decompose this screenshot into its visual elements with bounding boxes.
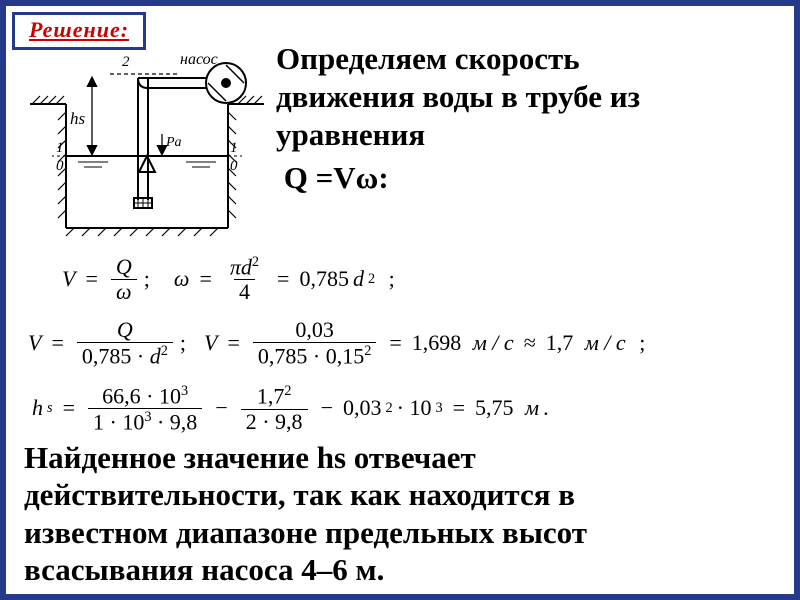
fraction: 66,6 · 103 1 · 103 · 9,8 xyxy=(88,383,202,435)
heading-line: уравнения xyxy=(276,116,780,154)
conclusion-text: Найденное значение hs отвечает действите… xyxy=(24,439,780,588)
fraction: Q 0,785 · d2 xyxy=(77,318,173,368)
footer-line: известном диапазоне предельных высот xyxy=(24,514,780,551)
eq-row-1: V= Q ω ; ω= πd2 4 = 0,785d2 ; xyxy=(62,254,774,304)
fraction: πd2 4 xyxy=(225,254,264,304)
footer-line: всасывания насоса 4–6 м. xyxy=(24,551,780,588)
equations: V= Q ω ; ω= πd2 4 = 0,785d2 ; V= Q 0,785… xyxy=(62,254,774,442)
eq-row-3: hs= 66,6 · 103 1 · 103 · 9,8 − 1,72 2 · … xyxy=(32,383,774,435)
svg-text:0: 0 xyxy=(230,158,238,174)
svg-text:1: 1 xyxy=(56,140,64,156)
heading-text: Определяем скорость движения воды в труб… xyxy=(276,40,780,197)
svg-text:Pa: Pa xyxy=(165,135,182,150)
page-frame: Решение: Определяем скорость движения во… xyxy=(4,4,796,596)
heading-equation: Q =Vω: xyxy=(276,159,780,197)
svg-text:2: 2 xyxy=(122,54,130,70)
solution-box: Решение: xyxy=(12,12,146,50)
pump-diagram: насос 2 hs Pa 1 0 1 0 xyxy=(30,50,264,242)
svg-text:hs: hs xyxy=(70,109,86,128)
footer-line: Найденное значение hs отвечает xyxy=(24,439,780,476)
eq-row-2: V= Q 0,785 · d2 ; V= 0,03 0,785 · 0,152 … xyxy=(28,318,774,368)
content-area: Решение: Определяем скорость движения во… xyxy=(10,10,790,590)
fraction: 0,03 0,785 · 0,152 xyxy=(253,318,376,368)
footer-line: действительности, так как находится в xyxy=(24,476,780,513)
heading-line: Определяем скорость xyxy=(276,40,780,78)
fraction: 1,72 2 · 9,8 xyxy=(241,383,308,433)
pump-label: насос xyxy=(180,51,218,68)
heading-line: движения воды в трубе из xyxy=(276,78,780,116)
fraction: Q ω xyxy=(111,255,137,304)
svg-text:1: 1 xyxy=(230,140,238,156)
svg-text:0: 0 xyxy=(56,158,64,174)
solution-label: Решение: xyxy=(29,17,129,42)
